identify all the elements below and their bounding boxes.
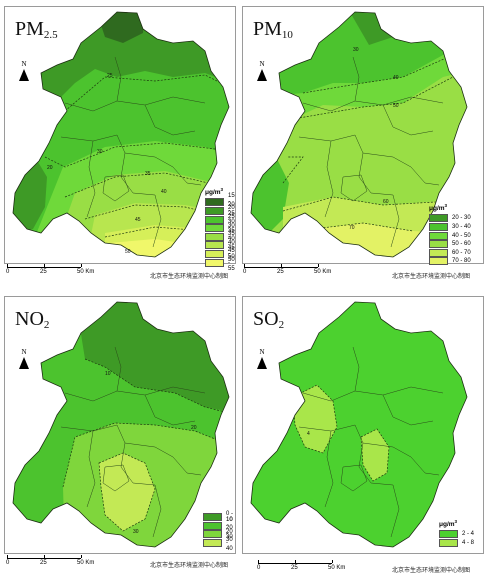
- legend: μg/m3 20 - 30 30 - 40 40 - 50 50 - 60 60…: [429, 203, 471, 266]
- legend-item: 20 - 25: [205, 202, 235, 220]
- legend: 0 - 10 10 - 20 20 - 30 30 - 40: [203, 511, 235, 552]
- isoline-label: 50: [393, 103, 399, 109]
- legend-item: 70 - 80: [429, 257, 471, 266]
- isoline-label: 70: [349, 225, 355, 231]
- legend-title: μg/m3: [429, 203, 448, 213]
- isoline-label: 60: [383, 199, 389, 205]
- north-arrow-icon: N: [19, 349, 29, 369]
- legend-item: 30 - 40: [429, 223, 471, 232]
- scale-bar: 0 25 50 Km: [257, 560, 345, 571]
- pm25-map: 25 20 30 35 40 45 50: [12, 11, 230, 258]
- legend-item: 0 - 10: [203, 511, 235, 523]
- legend-item: 25 - 30: [205, 211, 235, 229]
- credit-text: 北京市生态环境监测中心制图: [150, 562, 229, 569]
- credit-text: 北京市生态环境监测中心制图: [392, 273, 471, 280]
- legend-item: 60 - 70: [429, 248, 471, 258]
- isoline-label: 4: [307, 431, 310, 437]
- isoline-label: 40: [393, 75, 399, 81]
- legend: μg/m3 2 - 4 4 - 8: [439, 519, 474, 548]
- legend-item: 50 - 60: [429, 240, 471, 249]
- isoline-label: 35: [145, 171, 151, 177]
- credit-text: 北京市生态环境监测中心制图: [150, 273, 229, 280]
- isolines: [282, 54, 454, 232]
- district-boundaries: [60, 56, 206, 248]
- map-panel-pm25: 25 20 30 35 40 45 50 PM2.5 N μg/m3 15 - …: [4, 6, 236, 272]
- map-title: PM10: [253, 18, 293, 41]
- zone-30-40: [99, 453, 155, 531]
- isoline-label: 30: [353, 47, 359, 53]
- isolines: [292, 384, 390, 482]
- isoline-label: 30: [133, 529, 139, 535]
- map-panel-pm10: 30 40 50 60 70 PM10 N μg/m3 20 - 30 30 -…: [242, 6, 484, 266]
- beijing-outline: [12, 11, 230, 258]
- map-title: PM2.5: [15, 18, 58, 41]
- isoline-label: 10: [105, 371, 111, 377]
- isoline-label: 25: [107, 73, 113, 79]
- zone-4-8-center: [361, 429, 389, 481]
- north-arrow-icon: N: [257, 61, 267, 81]
- zone-50-55: [109, 239, 195, 257]
- legend-item: 45 - 50: [205, 245, 235, 263]
- isoline-labels: 4: [307, 431, 310, 437]
- map-panel-no2: 10 20 30 NO2 N 0 - 10 10 - 20 20 - 30 30…: [4, 296, 236, 554]
- isoline-label: 30: [97, 149, 103, 155]
- isoline-label: 20: [191, 425, 197, 431]
- zone-2-4: [251, 302, 467, 547]
- legend-title: μg/m3: [439, 519, 458, 529]
- isoline-labels: 30 40 50 60 70: [349, 47, 399, 231]
- so2-map: 4: [250, 301, 468, 548]
- district-boundaries: [60, 346, 206, 538]
- scale-bar: 0 25 50 Km: [6, 555, 94, 566]
- zone-70-80: [313, 223, 443, 257]
- beijing-outline: [12, 301, 230, 548]
- isoline-label: 50: [125, 249, 131, 255]
- isoline-label: 45: [135, 217, 141, 223]
- legend-item: 30 - 40: [203, 534, 235, 552]
- no2-map: 10 20 30: [12, 301, 230, 548]
- beijing-outline: [250, 301, 468, 548]
- isoline-labels: 10 20 30: [105, 371, 197, 535]
- legend-item: 40 - 45: [205, 236, 235, 254]
- isoline-label: 40: [161, 189, 167, 195]
- legend-item: 10 - 20: [203, 517, 235, 535]
- map-panel-so2: 4 SO2 N μg/m3 2 - 4 4 - 8: [242, 296, 484, 554]
- legend: μg/m3 15 - 20 20 - 25 25 - 30 30 - 35 35…: [205, 187, 235, 272]
- legend-item: 35 - 40: [205, 228, 235, 246]
- legend-item: 50 - 55: [205, 254, 235, 272]
- legend-item: 20 - 30: [429, 214, 471, 223]
- legend-item: 30 - 35: [205, 219, 235, 237]
- district-boundaries: [298, 56, 444, 248]
- map-title: NO2: [15, 308, 50, 331]
- isolines: [62, 358, 229, 532]
- scale-bar: 0 25 50 Km: [243, 264, 331, 275]
- beijing-outline: [250, 11, 468, 258]
- legend-item: 2 - 4: [439, 530, 474, 539]
- map-title: SO2: [253, 308, 285, 331]
- credit-text: 北京市生态环境监测中心制图: [392, 567, 471, 574]
- isoline-label: 20: [47, 165, 53, 171]
- north-arrow-icon: N: [257, 349, 267, 369]
- legend-item: 15 - 20: [205, 193, 235, 211]
- legend-item: 4 - 8: [439, 539, 474, 548]
- district-boundaries: [298, 346, 444, 538]
- north-arrow-icon: N: [19, 61, 29, 81]
- scale-bar: 0 25 50 Km: [6, 264, 94, 275]
- legend-title: μg/m3: [205, 187, 224, 197]
- isoline-labels: 25 20 30 35 40 45 50: [47, 73, 167, 255]
- legend-item: 20 - 30: [203, 525, 235, 543]
- legend-item: 40 - 50: [429, 231, 471, 240]
